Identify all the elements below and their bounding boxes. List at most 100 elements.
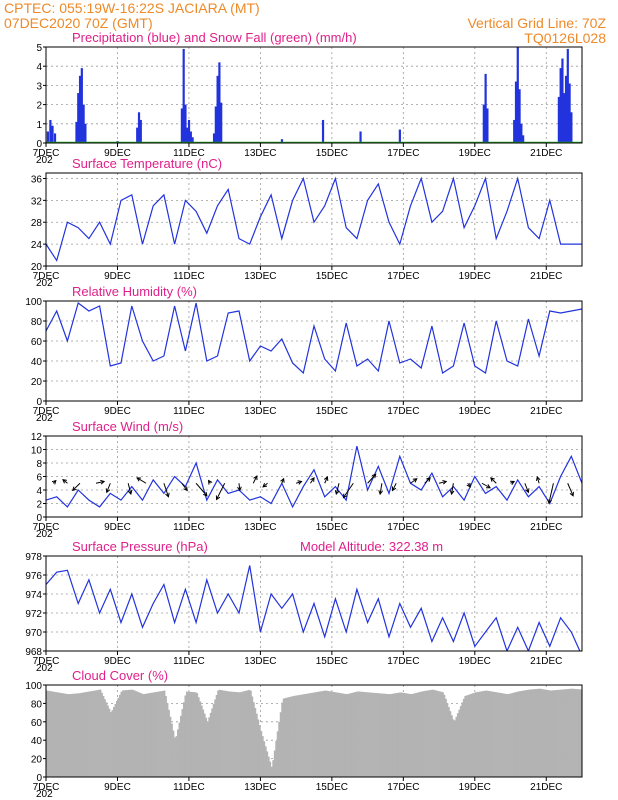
wind-xtick-label: 13DEC [244, 522, 276, 533]
rh-xtick-label: 13DEC [244, 406, 276, 417]
temp-ytick-label: 36 [31, 174, 43, 185]
precip-bar [513, 119, 516, 143]
cloud-bar [96, 690, 99, 777]
cloud-bar [284, 698, 287, 777]
cloud-bar [133, 690, 136, 777]
wind-arrowhead [253, 475, 258, 481]
precip-bar [398, 129, 401, 143]
cloud-bar [407, 693, 410, 777]
wind-arrowhead [297, 480, 303, 485]
cloud-bar [150, 692, 153, 777]
wind-arrow [410, 478, 418, 484]
wind-arrowhead [323, 475, 329, 481]
precip-bar [559, 68, 562, 143]
precip-bar [568, 83, 571, 143]
cloud-bar [439, 691, 441, 777]
cloud-bar [412, 693, 415, 777]
cloud-bar [257, 719, 260, 777]
cloud-bar [577, 689, 580, 777]
cloud-bar [200, 705, 203, 777]
pres-frame [45, 555, 583, 652]
cloud-bar [130, 689, 133, 777]
cloud-bar [497, 692, 499, 777]
precip-title: Precipitation (blue) and Snow Fall (gree… [72, 30, 357, 45]
cloud-bar [229, 691, 231, 777]
pres-ytick-label: 972 [25, 609, 42, 620]
cloud-bar [485, 690, 488, 777]
cloud-bar [105, 702, 108, 777]
rh-xtick-label: 11DEC [173, 406, 205, 417]
cloud-panel: Cloud Cover (%) 0 20 40 60 80 100 7DEC 9DEC 11DEC… [25, 668, 583, 800]
cloud-bar [334, 692, 337, 777]
cloud-bar [440, 691, 443, 777]
cloud-bar [364, 692, 367, 777]
cloud-bar [247, 690, 249, 777]
cloud-bar [443, 694, 446, 777]
cloud-bar [389, 694, 392, 777]
wind-arrow [424, 477, 431, 484]
cloud-bar [211, 708, 214, 777]
temp-xtick-label: 9DEC [104, 271, 131, 282]
cloud-bar [56, 692, 59, 777]
cloud-plot-area [46, 688, 582, 777]
cloud-bar [236, 692, 239, 777]
cloud-bar [300, 694, 303, 777]
cloud-bar [468, 694, 471, 777]
temp-frame [45, 172, 583, 267]
cloud-bar [197, 697, 200, 777]
wind-xtick-label: 15DEC [316, 522, 348, 533]
cloud-bar [111, 710, 114, 777]
cloud-bar [110, 711, 112, 777]
cloud-bar [482, 691, 485, 777]
cloud-bar [81, 692, 84, 777]
cloud-bar [60, 693, 63, 777]
cloud-bar [492, 691, 495, 777]
precip-bar [187, 119, 191, 143]
cloud-bar [135, 691, 138, 777]
cloud-bar [406, 693, 409, 777]
cloud-bar [348, 693, 351, 777]
wind-arrowhead [426, 477, 431, 482]
cloud-xtick-label: 13DEC [244, 782, 276, 793]
cloud-bar [509, 693, 511, 777]
wind-xtick-label: 7DEC [33, 522, 60, 533]
precip-bar [566, 48, 569, 143]
precip-bar [216, 75, 219, 143]
cloud-bar [308, 693, 310, 777]
cloud-bar [191, 692, 194, 777]
precip-ytick-label: 5 [36, 43, 42, 54]
cloud-bar [398, 692, 401, 777]
rh-xtick-label: 9DEC [104, 406, 131, 417]
cloud-ytick-label: 20 [31, 755, 43, 766]
cloud-bar [252, 702, 255, 777]
rh-ytick-label: 40 [31, 357, 43, 368]
cloud-bar [549, 690, 552, 777]
cloud-bar [503, 693, 505, 777]
header-run-time: 07DEC2020 70Z (GMT) [4, 15, 153, 31]
cloud-bar [147, 693, 150, 777]
cloud-bar [498, 692, 501, 777]
cloud-bar [453, 720, 456, 777]
precip-xtick-label: 13DEC [244, 148, 276, 159]
cloud-bar [181, 709, 184, 777]
cloud-bar [565, 689, 568, 777]
cloud-bar [238, 692, 240, 777]
precip-ytick-label: 3 [36, 81, 42, 92]
cloud-bar [239, 692, 242, 777]
cloud-bar [269, 761, 272, 777]
cloud-bar [285, 697, 288, 777]
cloud-bar [188, 691, 191, 777]
cloud-bar [567, 689, 569, 777]
temp-xtick-label: 17DEC [387, 271, 419, 282]
cloud-bar [574, 688, 577, 777]
cloud-bar [473, 692, 476, 777]
cloud-bar [263, 741, 266, 777]
precip-bar [49, 119, 52, 143]
rh-xtick-label: 21DEC [530, 406, 562, 417]
wind-arrow [95, 480, 105, 484]
wind-arrow [567, 483, 574, 497]
precip-bar [520, 123, 523, 143]
cloud-bar [267, 756, 270, 777]
cloud-bar [318, 691, 321, 777]
wind-arrow [252, 475, 258, 484]
